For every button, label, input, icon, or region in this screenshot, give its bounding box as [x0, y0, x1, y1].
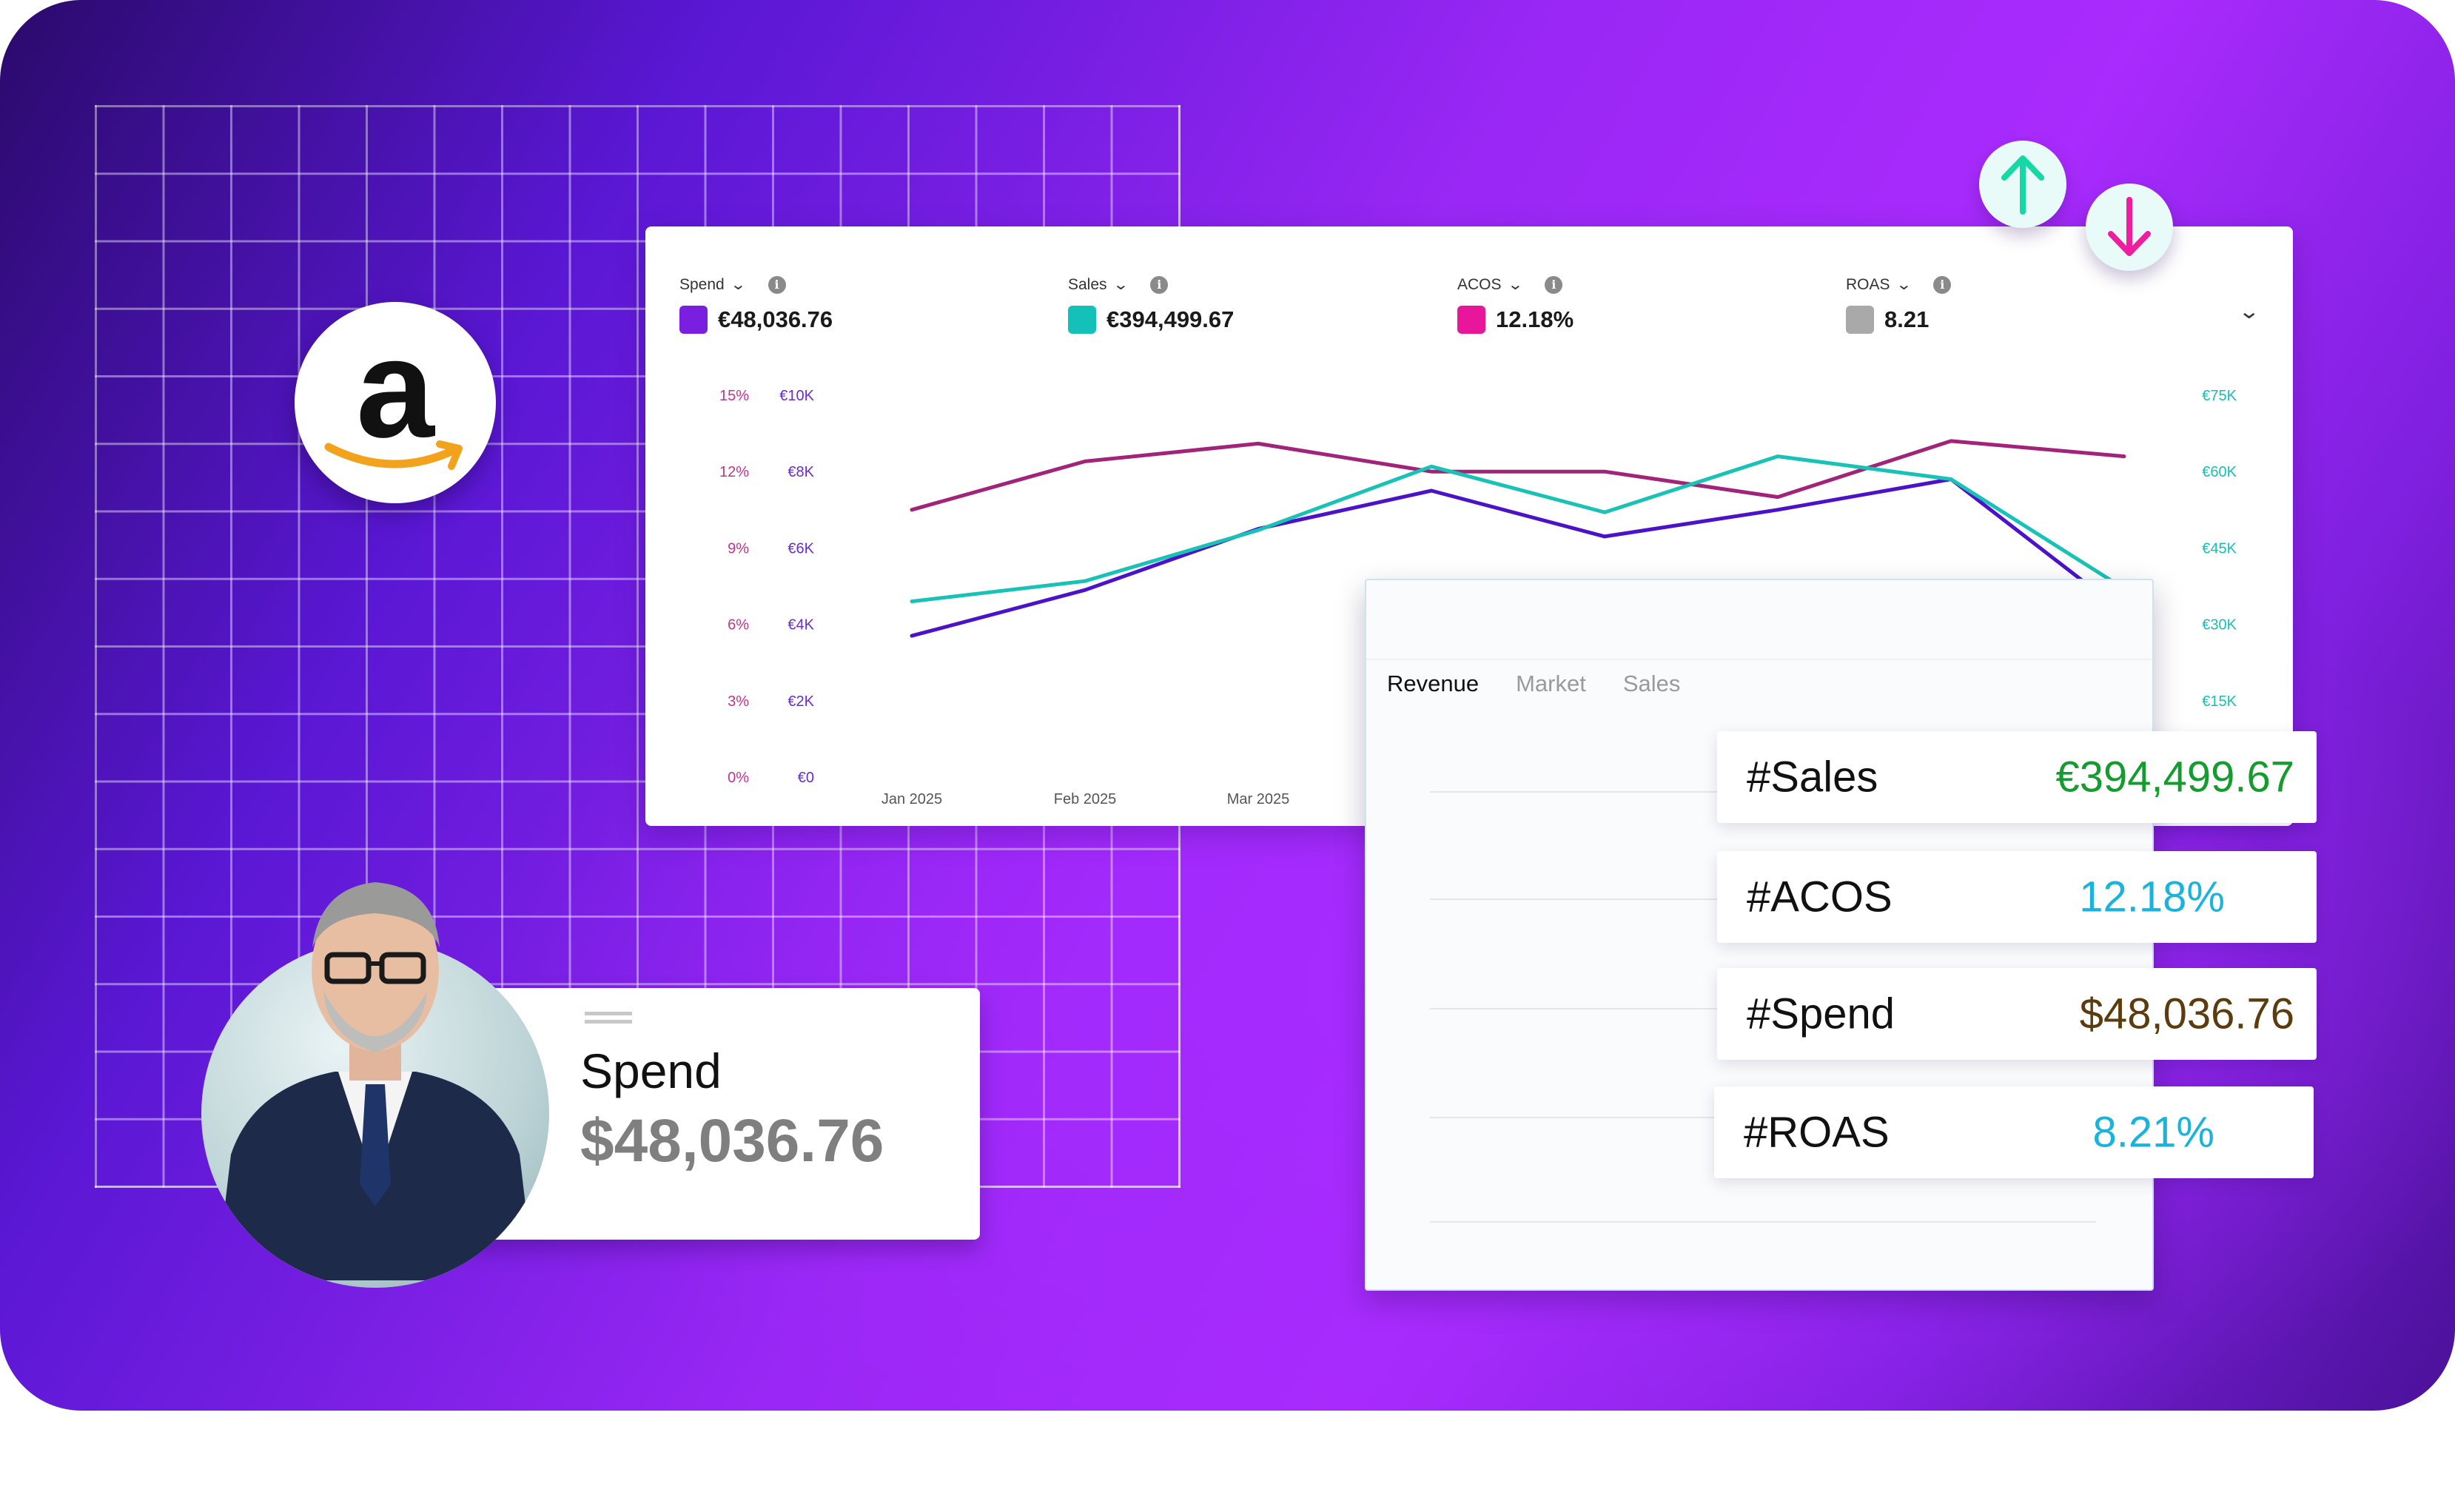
- y-tick-label: €10K: [779, 388, 814, 404]
- tab-sales[interactable]: Sales: [1622, 671, 1681, 696]
- acos-swatch: [1457, 306, 1485, 334]
- panel-header: [1366, 580, 2152, 660]
- metric-sales-label: Sales: [1068, 275, 1107, 293]
- x-tick-label: Feb 2025: [1054, 791, 1117, 807]
- line-chart: 0% 3% 6% 9% 12% 15% €0 €2K €4K €6K €8K €10K €15K €30K…: [719, 388, 2237, 807]
- smile-swoosh-icon: [324, 440, 463, 470]
- spend-card-value: $48,036.76: [580, 1107, 884, 1175]
- y-tick-label: €45K: [2202, 540, 2237, 557]
- kpi-roas-value: 8.21%: [2092, 1108, 2214, 1157]
- spend-card-label: Spend: [580, 1044, 722, 1098]
- arrow-down-icon: [2108, 197, 2151, 256]
- x-tick-label: Mar 2025: [1227, 791, 1290, 807]
- kpi-spend-row[interactable]: #Spend $48,036.76: [1717, 968, 2317, 1060]
- kpi-acos-value: 12.18%: [2079, 873, 2225, 921]
- series-line-2: [910, 454, 2126, 604]
- y-tick-label: 6%: [728, 617, 749, 634]
- kpi-roas-row[interactable]: #ROAS 8.21%: [1714, 1086, 2314, 1178]
- metric-roas-label: ROAS: [1846, 275, 1890, 293]
- y-tick-label: €15K: [2202, 693, 2237, 710]
- row-divider: [1430, 1008, 1741, 1009]
- chevron-down-icon[interactable]: ⌄: [730, 277, 747, 293]
- metric-spend-value: €48,036.76: [718, 306, 833, 332]
- chevron-down-icon[interactable]: ⌄: [1112, 277, 1129, 293]
- kpi-sales-label: #Sales: [1747, 753, 1878, 802]
- y-tick-label: €0: [798, 770, 814, 786]
- spend-swatch: [679, 306, 708, 334]
- metric-acos-label: ACOS: [1457, 275, 1502, 293]
- row-divider: [1430, 1117, 1741, 1118]
- y-tick-label: €8K: [787, 464, 814, 480]
- chevron-down-icon[interactable]: ⌄: [1507, 277, 1523, 293]
- info-icon[interactable]: i: [768, 275, 786, 294]
- y-tick-label: €60K: [2202, 464, 2237, 480]
- y-tick-label: 3%: [728, 693, 749, 710]
- tab-bar: Revenue Market Sales: [1387, 671, 1680, 697]
- metric-sales[interactable]: Sales ⌄ i €394,499.67: [1068, 275, 1234, 334]
- info-icon[interactable]: i: [1933, 275, 1952, 294]
- chevron-down-icon[interactable]: ⌄: [1895, 277, 1912, 293]
- drag-handle-icon[interactable]: [585, 1012, 632, 1025]
- kpi-roas-label: #ROAS: [1744, 1108, 1890, 1157]
- trend-down-badge: [2086, 184, 2173, 271]
- info-icon[interactable]: i: [1545, 275, 1563, 294]
- y-tick-label: €2K: [787, 693, 814, 710]
- metric-spend[interactable]: Spend ⌄ i €48,036.76: [679, 275, 833, 334]
- y-tick-label: €4K: [787, 617, 814, 634]
- amazon-logo: a: [295, 302, 496, 503]
- avatar: [216, 882, 534, 1280]
- y-tick-label: 15%: [719, 388, 749, 404]
- roas-swatch: [1846, 306, 1874, 334]
- logo-letter: a: [356, 310, 434, 467]
- row-divider: [1430, 1221, 2096, 1223]
- metric-roas-value: 8.21: [1884, 306, 1930, 332]
- expand-chevron-icon[interactable]: ⌄: [2237, 300, 2260, 323]
- info-icon[interactable]: i: [1150, 275, 1169, 294]
- tab-revenue[interactable]: Revenue: [1387, 671, 1480, 696]
- kpi-spend-value: $48,036.76: [2079, 989, 2294, 1038]
- kpi-acos-row[interactable]: #ACOS 12.18%: [1717, 851, 2317, 943]
- metric-sales-value: €394,499.67: [1106, 306, 1235, 332]
- x-tick-label: Jan 2025: [881, 791, 942, 807]
- arrow-up-icon: [2001, 155, 2044, 215]
- trend-up-badge: [1979, 141, 2066, 228]
- sales-swatch: [1068, 306, 1096, 334]
- kpi-acos-label: #ACOS: [1747, 873, 1893, 921]
- y-tick-label: 12%: [719, 464, 749, 480]
- y-tick-label: 0%: [728, 770, 749, 786]
- kpi-spend-label: #Spend: [1747, 989, 1895, 1038]
- metric-acos-value: 12.18%: [1496, 306, 1574, 332]
- row-divider: [1430, 791, 1741, 793]
- y-tick-label: 9%: [728, 540, 749, 557]
- metric-spend-label: Spend: [679, 275, 725, 293]
- series-line-1: [910, 477, 2126, 638]
- series-line-0: [910, 439, 2126, 512]
- metric-acos[interactable]: ACOS ⌄ i 12.18%: [1457, 275, 1574, 334]
- row-divider: [1430, 898, 1741, 900]
- metric-roas[interactable]: ROAS ⌄ i 8.21: [1846, 275, 1952, 334]
- kpi-sales-row[interactable]: #Sales €394,499.67: [1717, 731, 2317, 823]
- y-tick-label: €6K: [787, 540, 814, 557]
- kpi-sales-value: €394,499.67: [2055, 753, 2294, 802]
- tab-market[interactable]: Market: [1516, 671, 1586, 696]
- y-tick-label: €75K: [2202, 388, 2237, 404]
- y-tick-label: €30K: [2202, 617, 2237, 634]
